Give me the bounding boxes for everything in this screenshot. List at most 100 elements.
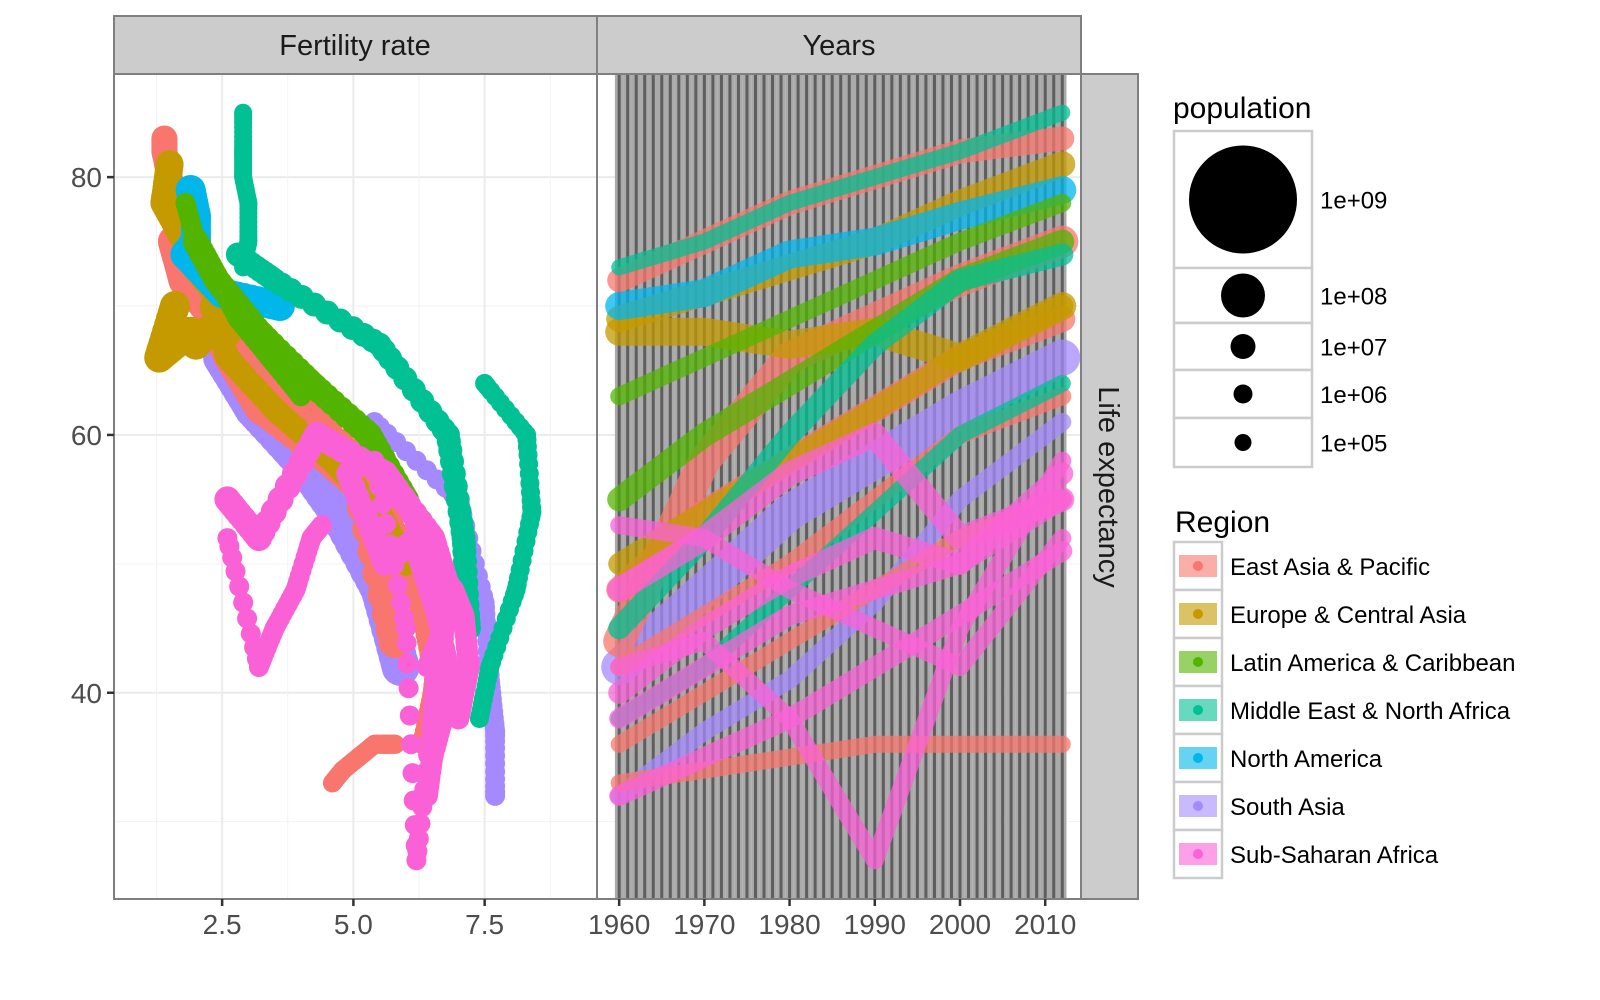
legend-size-label: 1e+05	[1320, 431, 1387, 458]
series-line	[610, 451, 1072, 870]
year-bar-line	[932, 74, 936, 899]
legend-region-label: North America	[1230, 746, 1383, 773]
legend-region-item: Sub-Saharan Africa	[1172, 828, 1439, 880]
strip-label-life-expectancy: Life expectancy	[1092, 386, 1124, 588]
data-point	[401, 734, 422, 755]
legend-population: population 1e+09 1e+08 1e+07 1e+06 1e+05	[1172, 92, 1387, 469]
series-south-asia	[601, 339, 1081, 805]
year-bar-line	[1026, 74, 1030, 899]
year-bar-line	[1009, 74, 1013, 899]
panel-years	[596, 73, 1082, 900]
data-point	[385, 734, 405, 754]
year-bar-line	[711, 74, 715, 899]
data-point	[399, 705, 420, 726]
legend-region-label: Middle East & North Africa	[1230, 698, 1511, 725]
legend-size-key: 1e+06	[1172, 368, 1387, 420]
year-bar-line	[660, 74, 664, 899]
legend-region-item: Europe & Central Asia	[1172, 588, 1467, 640]
data-point	[394, 488, 417, 511]
x-axis-years: 1960 1970 1980 1990 2000 2010	[588, 899, 1076, 940]
x-tick-label: 1970	[673, 909, 735, 940]
year-bar-line	[668, 74, 672, 899]
data-point	[387, 575, 408, 596]
data-point	[403, 790, 424, 811]
year-bar-line	[949, 74, 953, 899]
legend-region-item: North America	[1172, 732, 1383, 784]
data-point	[364, 450, 385, 471]
data-point	[233, 592, 254, 613]
legend-size-circle	[1234, 434, 1252, 451]
x-tick-label: 1990	[844, 909, 906, 940]
strip-label-fertility-rate: Fertility rate	[279, 30, 430, 62]
data-point	[175, 192, 196, 213]
legend-size-circle	[1221, 273, 1265, 318]
panel-fertility-rate	[113, 73, 598, 900]
series-latin-america-caribbean	[175, 192, 419, 513]
data-point	[229, 576, 250, 597]
data-point	[391, 592, 412, 613]
legend-region-label: Sub-Saharan Africa	[1230, 842, 1439, 869]
legend-region-item: South Asia	[1172, 780, 1345, 832]
data-point	[475, 373, 495, 393]
x-tick-label: 2010	[1014, 909, 1076, 940]
year-bar-line	[719, 74, 723, 899]
series-line	[611, 104, 1071, 276]
legend-size-label: 1e+06	[1320, 382, 1387, 409]
legend-size-label: 1e+08	[1320, 284, 1387, 311]
x-tick-label: 1980	[758, 909, 820, 940]
y-tick-label: 60	[71, 420, 102, 451]
series-line	[610, 516, 1072, 676]
legend-point	[1193, 561, 1203, 571]
legend-region-label: Latin America & Caribbean	[1230, 650, 1516, 677]
series-line	[601, 339, 1081, 685]
x-tick-label: 5.0	[334, 909, 373, 940]
legend-region-title: Region	[1175, 506, 1270, 539]
data-point	[159, 291, 190, 321]
legend-point	[1193, 849, 1203, 859]
year-bar-line	[992, 74, 996, 899]
year-bar-line	[873, 74, 877, 899]
data-point	[419, 730, 440, 751]
data-point	[155, 150, 184, 179]
legend-size-key: 1e+07	[1172, 321, 1387, 372]
legend-size-key: 1e+08	[1172, 266, 1387, 325]
data-point	[397, 653, 418, 674]
data-point	[402, 763, 423, 784]
legend-size-label: 1e+09	[1320, 188, 1387, 215]
data-point	[372, 494, 393, 514]
data-point	[380, 534, 401, 555]
legend-population-title: population	[1173, 92, 1311, 125]
strip-years: Years	[596, 15, 1082, 75]
data-point	[237, 608, 258, 629]
series-lines	[601, 104, 1081, 870]
data-point	[384, 555, 405, 576]
scatter-points	[144, 103, 542, 871]
data-point	[406, 850, 427, 871]
x-axis-fertility: 2.5 5.0 7.5	[203, 899, 504, 940]
series-sub-saharan-africa	[214, 421, 480, 871]
series-middle-east-north-africa	[225, 103, 542, 728]
legend-size-key: 1e+09	[1172, 129, 1387, 270]
data-point	[214, 486, 241, 513]
x-tick-label: 2.5	[203, 909, 242, 940]
legend-region-label: Europe & Central Asia	[1230, 602, 1467, 629]
strip-label-years: Years	[802, 30, 875, 62]
data-point	[404, 815, 425, 836]
x-tick-label: 2000	[929, 909, 991, 940]
strip-fertility-rate: Fertility rate	[113, 15, 598, 75]
data-point	[234, 103, 253, 122]
legend-point	[1193, 609, 1203, 619]
legend-size-circle	[1230, 334, 1256, 359]
legend-point	[1193, 705, 1203, 715]
series-line	[610, 413, 1072, 805]
y-tick-label: 40	[71, 678, 102, 709]
y-tick-label: 80	[71, 162, 102, 193]
legend-region-item: East Asia & Pacific	[1172, 540, 1430, 592]
data-point	[405, 835, 426, 856]
data-point	[398, 678, 419, 699]
legend-point	[1193, 657, 1203, 667]
data-point	[393, 607, 414, 628]
data-point	[376, 513, 397, 534]
series-line	[610, 193, 1072, 406]
y-axis: 40 60 80	[71, 162, 114, 709]
